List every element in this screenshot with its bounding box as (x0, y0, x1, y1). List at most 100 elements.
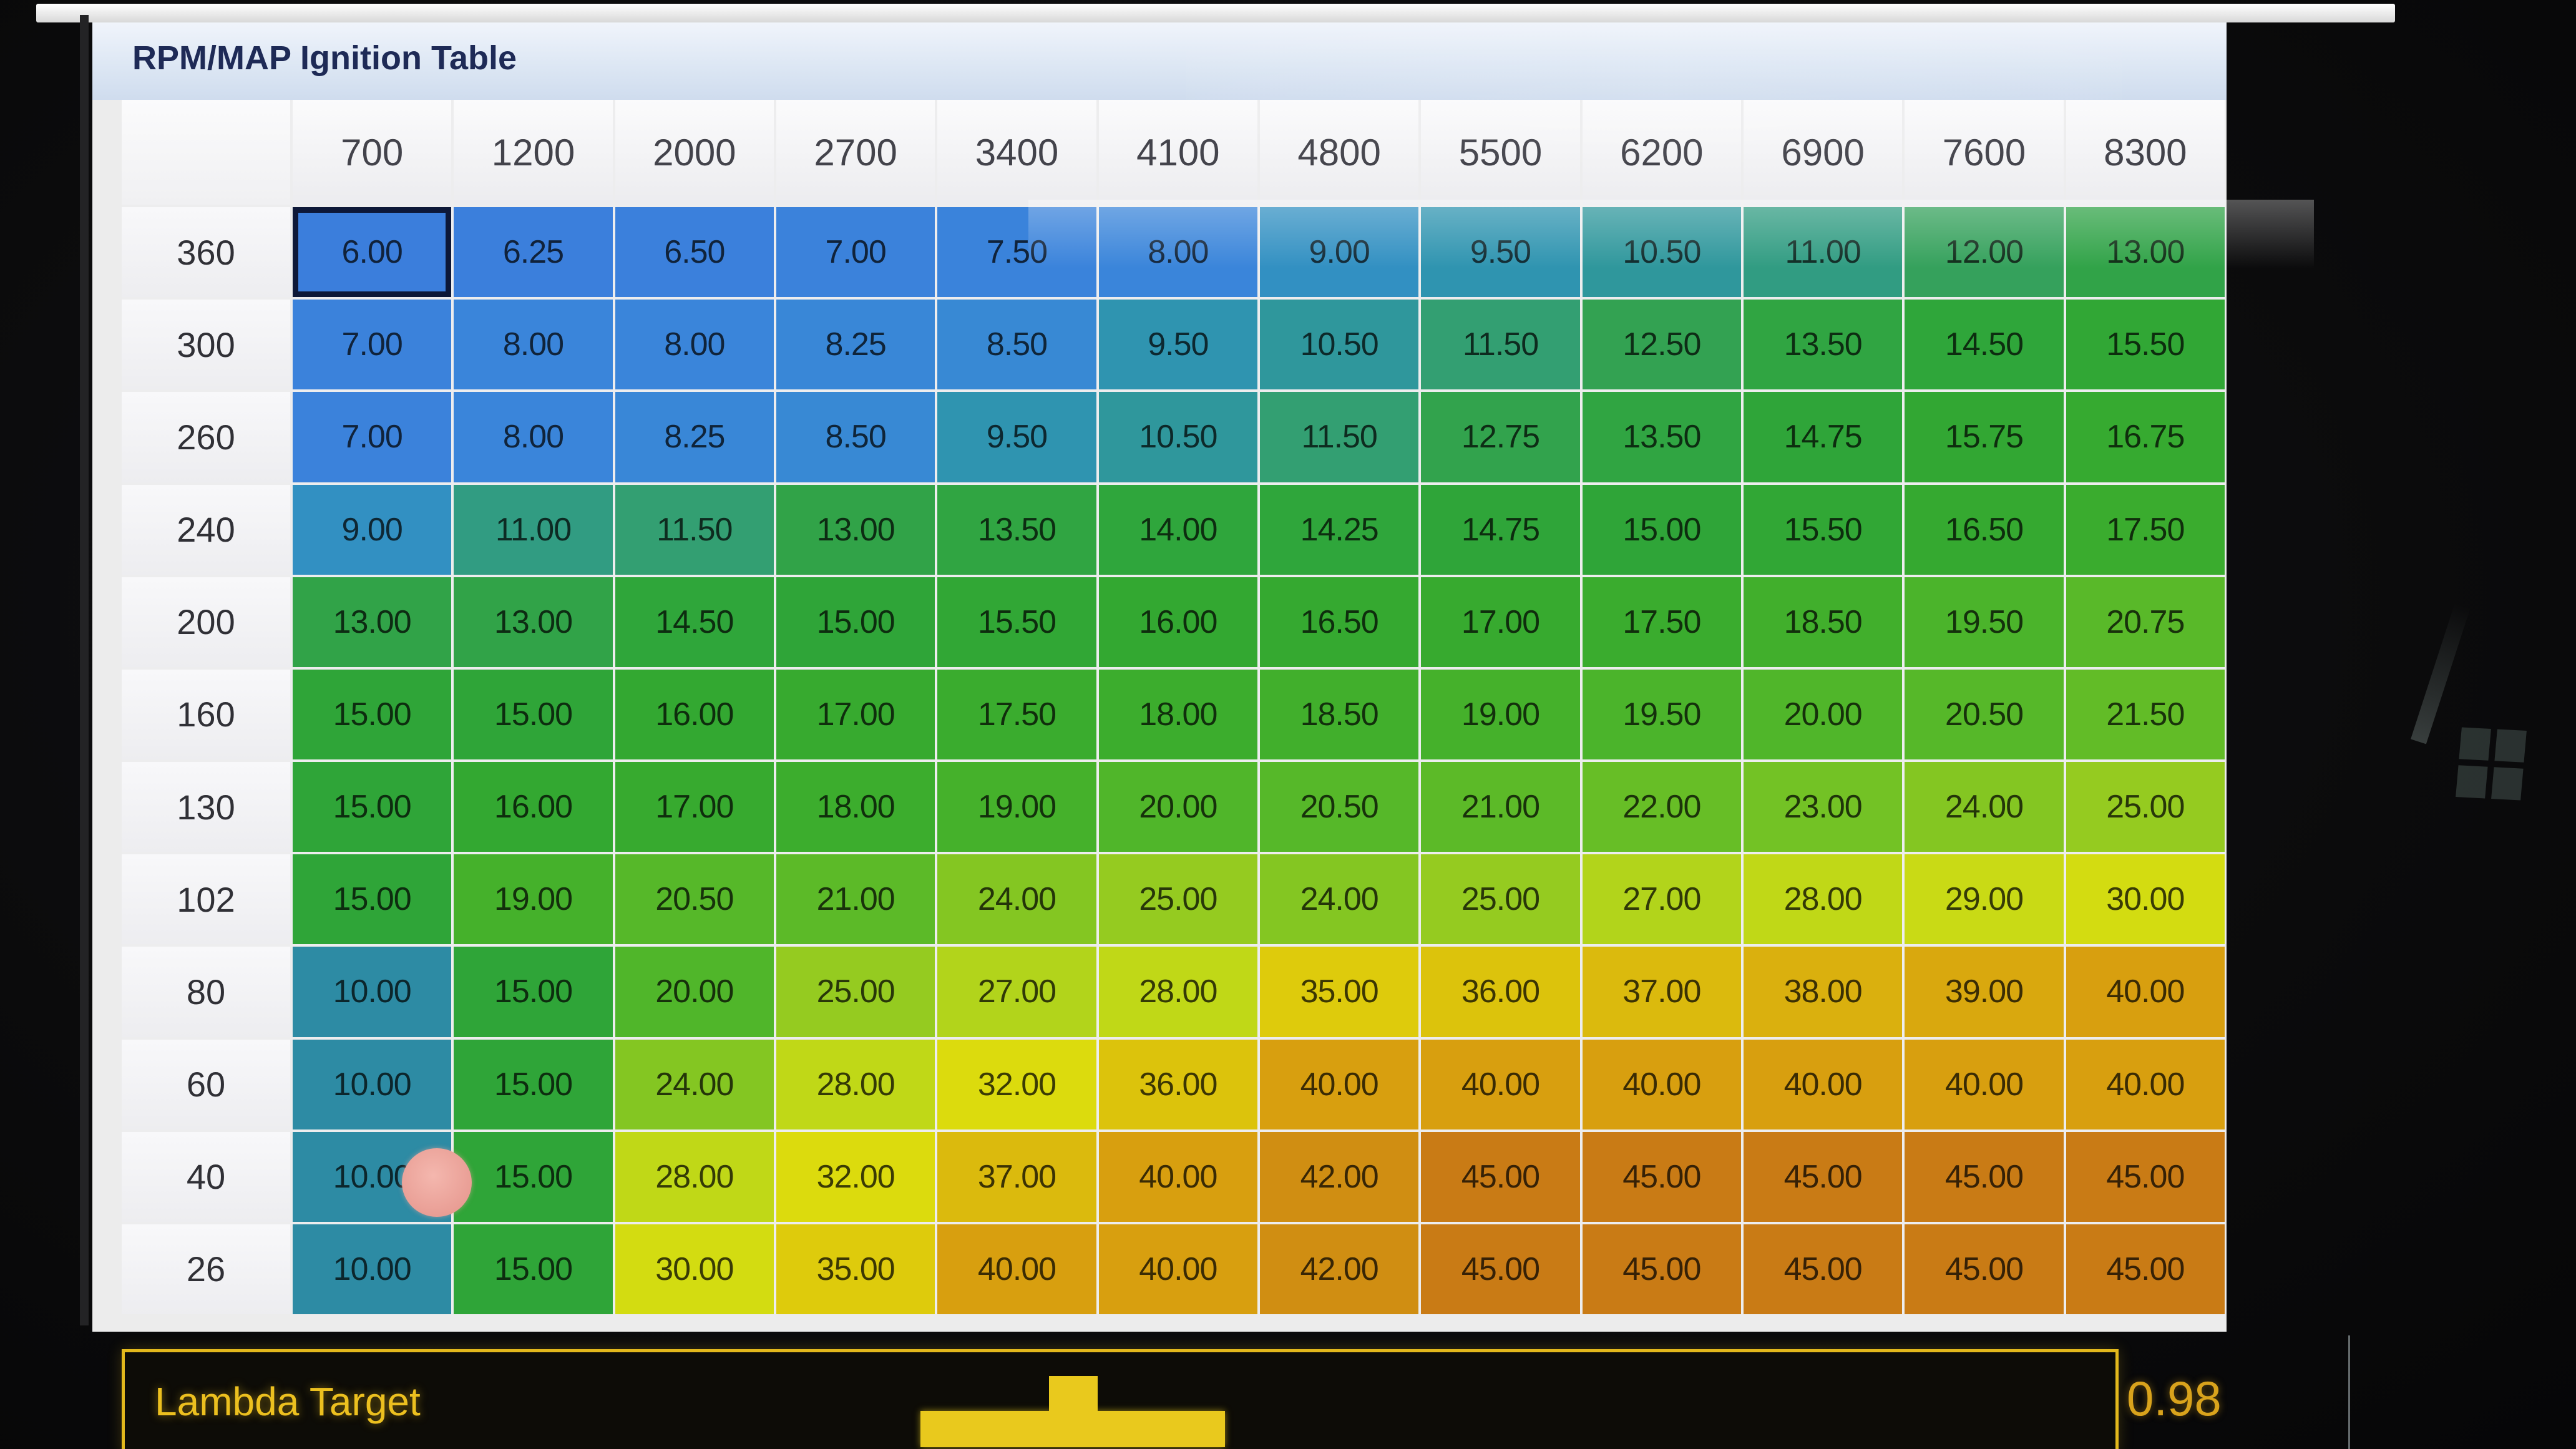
ignition-cell[interactable]: 19.00 (454, 854, 613, 945)
ignition-cell[interactable]: 35.00 (1259, 947, 1419, 1037)
ignition-cell[interactable]: 15.00 (776, 577, 935, 667)
ignition-cell[interactable]: 7.00 (293, 300, 452, 390)
ignition-cell[interactable]: 40.00 (1098, 1224, 1257, 1314)
ignition-cell[interactable]: 21.00 (1421, 762, 1580, 852)
ignition-cell[interactable]: 27.00 (1582, 854, 1741, 945)
ignition-cell[interactable]: 18.00 (1098, 669, 1257, 759)
ignition-cell[interactable]: 10.00 (293, 1224, 452, 1314)
ignition-cell[interactable]: 15.50 (937, 577, 1096, 667)
ignition-cell[interactable]: 13.00 (293, 577, 452, 667)
ignition-cell[interactable]: 10.50 (1259, 300, 1419, 390)
ignition-cell[interactable]: 42.00 (1259, 1131, 1419, 1222)
ignition-cell[interactable]: 9.50 (1421, 207, 1580, 298)
ignition-cell[interactable]: 45.00 (1905, 1131, 2064, 1222)
ignition-cell[interactable]: 21.00 (776, 854, 935, 945)
ignition-cell[interactable]: 16.00 (454, 762, 613, 852)
ignition-cell[interactable]: 8.00 (615, 300, 774, 390)
ignition-cell[interactable]: 19.00 (937, 762, 1096, 852)
ignition-cell[interactable]: 32.00 (776, 1131, 935, 1222)
ignition-cell[interactable]: 6.50 (615, 207, 774, 298)
ignition-cell[interactable]: 25.00 (1421, 854, 1580, 945)
ignition-cell[interactable]: 36.00 (1421, 947, 1580, 1037)
ignition-cell[interactable]: 15.00 (454, 1131, 613, 1222)
ignition-cell[interactable]: 20.00 (615, 947, 774, 1037)
ignition-cell[interactable]: 8.00 (454, 392, 613, 482)
ignition-cell[interactable]: 13.00 (2066, 207, 2225, 298)
ignition-cell[interactable]: 15.00 (293, 669, 452, 759)
ignition-cell[interactable]: 15.75 (1905, 392, 2064, 482)
ignition-cell[interactable]: 40.00 (1421, 1039, 1580, 1129)
ignition-cell[interactable]: 40.00 (1582, 1039, 1741, 1129)
ignition-cell[interactable]: 12.00 (1905, 207, 2064, 298)
ignition-cell[interactable]: 40.00 (937, 1224, 1096, 1314)
ignition-cell[interactable]: 40.00 (1743, 1039, 1903, 1129)
ignition-cell[interactable]: 7.50 (937, 207, 1096, 298)
ignition-cell[interactable]: 12.50 (1582, 300, 1741, 390)
ignition-cell[interactable]: 16.00 (1098, 577, 1257, 667)
ignition-cell[interactable]: 13.00 (776, 484, 935, 575)
ignition-cell[interactable]: 36.00 (1098, 1039, 1257, 1129)
ignition-cell[interactable]: 14.00 (1098, 484, 1257, 575)
ignition-cell[interactable]: 17.50 (937, 669, 1096, 759)
ignition-cell[interactable]: 9.00 (293, 484, 452, 575)
ignition-cell[interactable]: 24.00 (1905, 762, 2064, 852)
ignition-cell[interactable]: 17.50 (1582, 577, 1741, 667)
ignition-cell[interactable]: 23.00 (1743, 762, 1903, 852)
ignition-cell[interactable]: 19.50 (1582, 669, 1741, 759)
ignition-cell[interactable]: 14.50 (615, 577, 774, 667)
ignition-cell[interactable]: 10.50 (1098, 392, 1257, 482)
ignition-cell[interactable]: 24.00 (615, 1039, 774, 1129)
ignition-cell[interactable]: 8.50 (776, 392, 935, 482)
ignition-cell[interactable]: 24.00 (1259, 854, 1419, 945)
ignition-cell[interactable]: 38.00 (1743, 947, 1903, 1037)
ignition-cell[interactable]: 15.50 (2066, 300, 2225, 390)
ignition-cell[interactable]: 18.00 (776, 762, 935, 852)
ignition-cell[interactable]: 28.00 (615, 1131, 774, 1222)
ignition-cell[interactable]: 11.50 (1259, 392, 1419, 482)
ignition-cell[interactable]: 17.00 (615, 762, 774, 852)
ignition-cell[interactable]: 15.00 (293, 854, 452, 945)
ignition-cell[interactable]: 27.00 (937, 947, 1096, 1037)
ignition-cell[interactable]: 11.50 (1421, 300, 1580, 390)
ignition-cell[interactable]: 10.00 (293, 947, 452, 1037)
ignition-cell[interactable]: 20.50 (1259, 762, 1419, 852)
ignition-cell[interactable]: 10.50 (1582, 207, 1741, 298)
ignition-cell[interactable]: 14.50 (1905, 300, 2064, 390)
ignition-cell[interactable]: 9.50 (1098, 300, 1257, 390)
ignition-cell[interactable]: 12.75 (1421, 392, 1580, 482)
ignition-cell[interactable]: 35.00 (776, 1224, 935, 1314)
ignition-cell[interactable]: 39.00 (1905, 947, 2064, 1037)
ignition-cell[interactable]: 19.00 (1421, 669, 1580, 759)
ignition-cell[interactable]: 28.00 (776, 1039, 935, 1129)
ignition-cell[interactable]: 45.00 (1582, 1224, 1741, 1314)
ignition-cell[interactable]: 30.00 (2066, 854, 2225, 945)
ignition-cell[interactable]: 7.00 (293, 392, 452, 482)
ignition-cell[interactable]: 24.00 (937, 854, 1096, 945)
ignition-cell[interactable]: 40.00 (1098, 1131, 1257, 1222)
ignition-cell[interactable]: 32.00 (937, 1039, 1096, 1129)
ignition-cell[interactable]: 40.00 (1905, 1039, 2064, 1129)
ignition-cell[interactable]: 25.00 (1098, 854, 1257, 945)
ignition-cell[interactable]: 8.50 (937, 300, 1096, 390)
ignition-cell[interactable]: 20.50 (1905, 669, 2064, 759)
ignition-cell[interactable]: 28.00 (1743, 854, 1903, 945)
ignition-cell[interactable]: 45.00 (1743, 1131, 1903, 1222)
ignition-cell[interactable]: 17.00 (776, 669, 935, 759)
ignition-cell[interactable]: 40.00 (2066, 1039, 2225, 1129)
ignition-cell[interactable]: 8.00 (1098, 207, 1257, 298)
ignition-cell[interactable]: 45.00 (1421, 1224, 1580, 1314)
ignition-cell[interactable]: 40.00 (2066, 947, 2225, 1037)
ignition-cell[interactable]: 42.00 (1259, 1224, 1419, 1314)
ignition-cell[interactable]: 16.75 (2066, 392, 2225, 482)
ignition-cell[interactable]: 20.50 (615, 854, 774, 945)
ignition-cell[interactable]: 11.00 (1743, 207, 1903, 298)
ignition-cell[interactable]: 11.00 (454, 484, 613, 575)
ignition-cell[interactable]: 9.50 (937, 392, 1096, 482)
ignition-cell[interactable]: 15.00 (454, 669, 613, 759)
ignition-cell[interactable]: 8.25 (615, 392, 774, 482)
ignition-cell[interactable]: 20.00 (1743, 669, 1903, 759)
ignition-cell[interactable]: 45.00 (1421, 1131, 1580, 1222)
ignition-cell[interactable]: 16.00 (615, 669, 774, 759)
ignition-cell[interactable]: 19.50 (1905, 577, 2064, 667)
ignition-cell[interactable]: 17.00 (1421, 577, 1580, 667)
